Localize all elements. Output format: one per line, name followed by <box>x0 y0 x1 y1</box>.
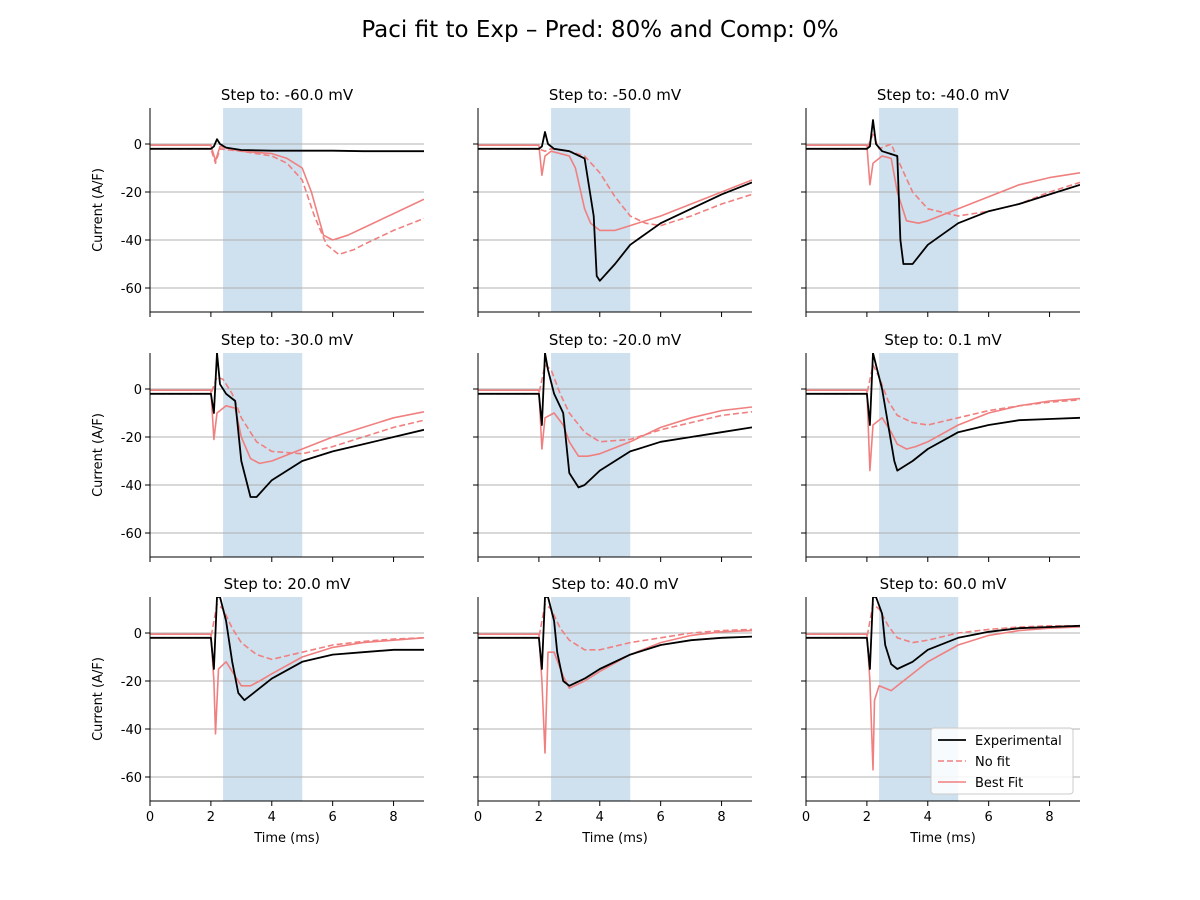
y-tick-label: -40 <box>121 234 142 249</box>
x-tick-label: 2 <box>535 810 543 825</box>
x-tick-label: 0 <box>474 810 482 825</box>
series-experimental <box>150 353 424 498</box>
series-best-fit <box>478 389 752 458</box>
panels: 0 -20 -40 -60 Step to: -60.0 mV Current (A/F)… <box>91 86 1080 846</box>
y-tick-label: -60 <box>121 771 142 786</box>
legend-box <box>930 727 1074 795</box>
panel-title: Step to: -60.0 mV <box>221 86 354 104</box>
panel-3: Step to: -40.0 mV <box>801 86 1080 317</box>
x-tick-label: 8 <box>717 810 725 825</box>
y-tick-label: -60 <box>121 527 142 542</box>
panel-8: 0 2 4 6 8 Step to: 40.0 mV Time (ms) <box>473 575 752 846</box>
legend: Experimental No fit Best Fit <box>930 727 1074 795</box>
y-axis-label: Current (A/F) <box>91 657 106 741</box>
series-best-fit <box>478 144 752 232</box>
series-best-fit <box>806 144 1080 224</box>
series-group <box>478 131 752 282</box>
x-tick-label: 8 <box>1045 810 1053 825</box>
y-axis-label: Current (A/F) <box>91 413 106 497</box>
y-tick-label: 0 <box>134 383 142 398</box>
panel-title: Step to: 20.0 mV <box>224 575 352 593</box>
series-best-fit <box>150 144 424 241</box>
series-best-fit <box>478 629 752 754</box>
series-group <box>806 119 1080 265</box>
series-group <box>806 353 1080 472</box>
series-group <box>478 597 752 754</box>
panel-9: 0 2 4 6 8 Step to: 60.0 mV Time (ms) Experiment… <box>801 575 1080 846</box>
x-tick-label: 8 <box>389 810 397 825</box>
shaded-window <box>223 353 303 557</box>
y-tick-label: -20 <box>121 675 142 690</box>
panel-title: Step to: 0.1 mV <box>884 331 1002 349</box>
series-experimental <box>478 597 752 687</box>
series-experimental <box>806 353 1080 472</box>
legend-label: Experimental <box>975 734 1062 749</box>
panel-6: Step to: 0.1 mV <box>801 331 1080 562</box>
x-axis-label: Time (ms) <box>581 831 648 846</box>
x-axis-label: Time (ms) <box>253 831 320 846</box>
shaded-window <box>879 353 959 557</box>
panel-5: Step to: -20.0 mV <box>473 331 752 562</box>
x-tick-label: 2 <box>207 810 215 825</box>
y-tick-label: -40 <box>121 479 142 494</box>
series-no-fit <box>478 148 752 227</box>
series-experimental <box>478 353 752 489</box>
panel-title: Step to: -40.0 mV <box>877 86 1010 104</box>
series-group <box>478 353 752 489</box>
figure-title: Paci fit to Exp – Pred: 80% and Comp: 0% <box>361 17 838 43</box>
x-tick-label: 0 <box>146 810 154 825</box>
shaded-window <box>223 597 303 801</box>
x-tick-label: 6 <box>329 810 337 825</box>
series-experimental <box>150 138 424 153</box>
panel-1: 0 -20 -40 -60 Step to: -60.0 mV Current (A/F) <box>91 86 424 317</box>
shaded-window <box>223 108 303 312</box>
series-group <box>150 597 424 735</box>
series-group <box>150 138 424 256</box>
panel-4: 0 -20 -40 -60 Step to: -30.0 mV Current (A/F) <box>91 331 424 562</box>
x-tick-label: 4 <box>596 810 604 825</box>
y-tick-label: -40 <box>121 723 142 738</box>
series-best-fit <box>150 633 424 735</box>
y-tick-label: -60 <box>121 282 142 297</box>
shaded-window <box>879 108 959 312</box>
panel-2: Step to: -50.0 mV <box>473 86 752 317</box>
series-no-fit <box>150 376 424 455</box>
shaded-window <box>551 597 631 801</box>
x-tick-label: 6 <box>657 810 665 825</box>
panel-title: Step to: -20.0 mV <box>549 331 682 349</box>
x-tick-label: 2 <box>863 810 871 825</box>
y-tick-label: 0 <box>134 138 142 153</box>
x-tick-label: 6 <box>985 810 993 825</box>
y-axis-label: Current (A/F) <box>91 168 106 252</box>
y-tick-label: 0 <box>134 627 142 642</box>
panel-title: Step to: 40.0 mV <box>552 575 680 593</box>
legend-label: Best Fit <box>975 776 1023 791</box>
x-axis-label: Time (ms) <box>909 831 976 846</box>
series-best-fit <box>806 626 1080 771</box>
x-tick-label: 0 <box>802 810 810 825</box>
panel-title: Step to: 60.0 mV <box>880 575 1008 593</box>
x-tick-label: 4 <box>268 810 276 825</box>
series-group <box>150 353 424 498</box>
panel-title: Step to: -50.0 mV <box>549 86 682 104</box>
series-experimental <box>806 597 1080 670</box>
x-tick-label: 4 <box>924 810 932 825</box>
series-experimental <box>150 597 424 702</box>
series-experimental <box>478 131 752 282</box>
y-tick-label: -20 <box>121 186 142 201</box>
series-group <box>806 597 1080 771</box>
panel-7: 0 -20 -40 -60 0 2 4 6 8 Step to: 20.0 mV Current (… <box>91 575 424 846</box>
series-best-fit <box>806 389 1080 472</box>
legend-label: No fit <box>975 755 1010 770</box>
shaded-window <box>551 108 631 312</box>
series-best-fit <box>150 389 424 465</box>
series-experimental <box>806 119 1080 265</box>
panel-title: Step to: -30.0 mV <box>221 331 354 349</box>
y-tick-label: -20 <box>121 431 142 446</box>
